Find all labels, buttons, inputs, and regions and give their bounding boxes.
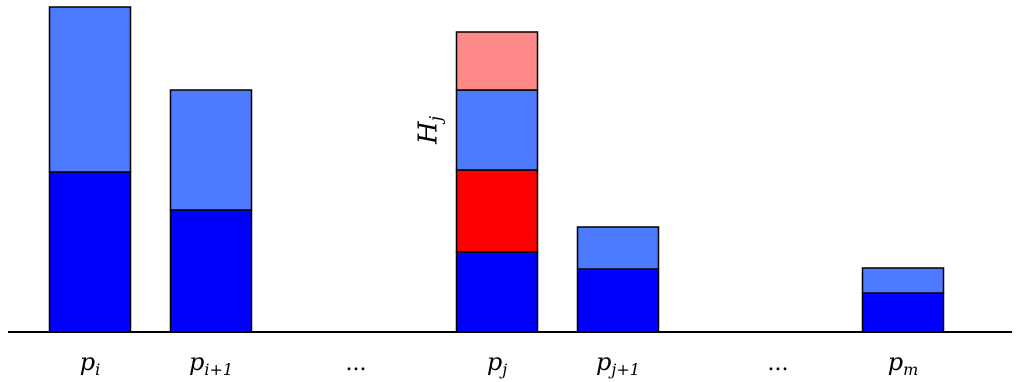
bar-segment-4-0 bbox=[576, 268, 660, 333]
labels-group: pi pi+1... pj Hj pj+1... pm bbox=[80, 115, 919, 379]
column-label-4: pj+1 bbox=[596, 348, 640, 379]
height-label-hj: Hj bbox=[414, 115, 447, 145]
bar-segment-3-2 bbox=[455, 89, 539, 171]
bar-segment-3-1 bbox=[455, 169, 539, 253]
bar-segment-0-1 bbox=[48, 6, 132, 173]
bar-segment-3-3 bbox=[455, 31, 539, 91]
ellipsis-label-5: ... bbox=[768, 351, 789, 376]
ellipsis-label-2: ... bbox=[346, 351, 367, 376]
bar-segment-0-0 bbox=[48, 171, 132, 333]
bars-group bbox=[48, 6, 945, 333]
column-label-6: pm bbox=[888, 348, 919, 379]
bar-segment-3-0 bbox=[455, 251, 539, 333]
bar-segment-6-0 bbox=[861, 292, 945, 333]
bar-segment-4-1 bbox=[576, 226, 660, 270]
bar-segment-1-1 bbox=[169, 89, 253, 211]
bar-segment-6-1 bbox=[861, 267, 945, 294]
column-label-1: pi+1 bbox=[189, 348, 233, 379]
column-label-3: pj bbox=[487, 348, 507, 379]
column-label-0: pi bbox=[80, 348, 101, 379]
bar-segment-1-0 bbox=[169, 209, 253, 333]
